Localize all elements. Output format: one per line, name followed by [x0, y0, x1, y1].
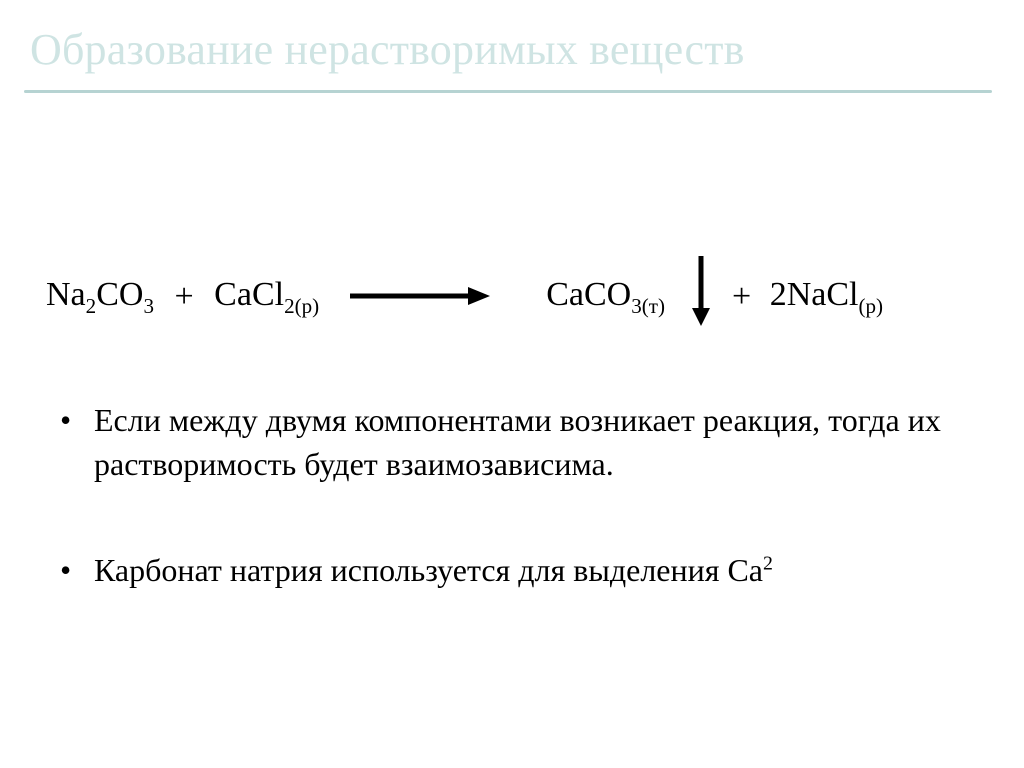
plus-2: +: [732, 278, 751, 316]
product-2: 2NaCl(р): [770, 276, 883, 319]
bullet-2-pre: Карбонат натрия используется для выделен…: [94, 552, 763, 588]
reactant-2: CaCl2(р): [214, 276, 319, 319]
r1-co: CO: [96, 276, 143, 313]
slide: Образование нерастворимых веществ Na2CO3…: [0, 0, 1024, 768]
r2-base: CaCl: [214, 276, 284, 313]
bullet-1-text: Если между двумя компонентами возникает …: [94, 398, 960, 486]
p2-base: NaCl: [787, 276, 859, 313]
bullet-2-sup: 2: [763, 552, 773, 574]
precipitate-arrow-icon: [690, 262, 712, 332]
slide-title: Образование нерастворимых веществ: [30, 24, 745, 75]
r1-na: Na: [46, 276, 86, 313]
plus-1: +: [174, 278, 193, 316]
r2-sub: 2(р): [284, 293, 319, 317]
title-underline: [24, 90, 992, 93]
bullet-dot-icon: •: [60, 398, 94, 442]
reactant-1: Na2CO3: [46, 276, 154, 319]
r1-sub2: 3: [143, 293, 154, 317]
bullet-dot-icon: •: [60, 548, 94, 592]
r1-sub1: 2: [86, 293, 97, 317]
chemical-equation: Na2CO3 + CaCl2(р) CaCO3(т) + 2NaCl(р): [46, 262, 986, 332]
product-1: CaCO3(т): [546, 276, 665, 319]
p1-base: CaCO: [546, 276, 631, 313]
reaction-arrow-icon: [350, 278, 490, 316]
bullet-1: • Если между двумя компонентами возникае…: [60, 398, 960, 486]
p1-sub: 3(т): [631, 293, 665, 317]
bullet-2: • Карбонат натрия используется для выдел…: [60, 548, 960, 592]
bullet-2-text: Карбонат натрия используется для выделен…: [94, 548, 960, 592]
p2-sub: (р): [858, 293, 883, 317]
p2-coef: 2: [770, 276, 787, 313]
